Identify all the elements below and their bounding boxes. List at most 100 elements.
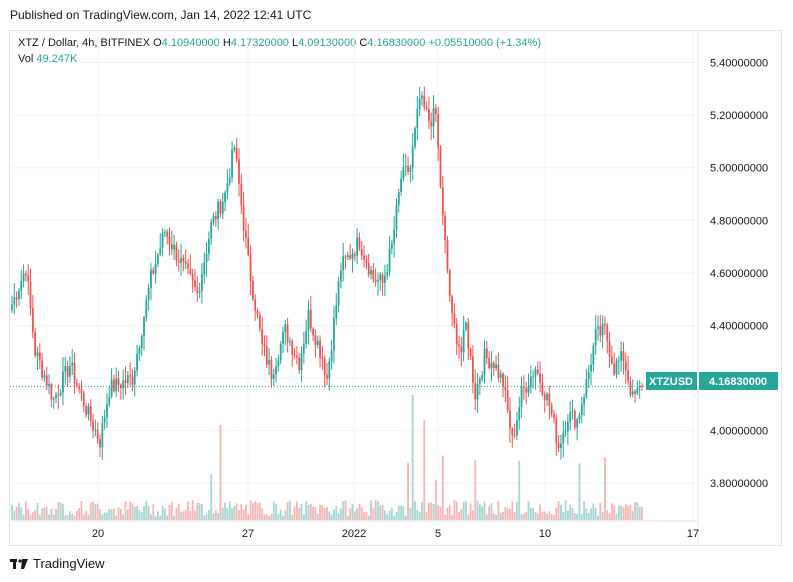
volume-bar bbox=[256, 503, 259, 520]
volume-bar bbox=[94, 504, 97, 520]
candle-body bbox=[245, 230, 247, 238]
volume-bar bbox=[414, 501, 416, 520]
volume-bar bbox=[55, 509, 57, 520]
volume-bar bbox=[101, 514, 104, 520]
candle-body bbox=[62, 371, 64, 393]
volume-bar bbox=[110, 509, 113, 520]
candle-body bbox=[393, 229, 396, 244]
candle-body bbox=[608, 341, 611, 357]
volume-bar bbox=[448, 504, 451, 520]
volume-bar bbox=[349, 508, 352, 520]
candle-body bbox=[388, 248, 391, 272]
volume-bar bbox=[641, 506, 643, 520]
time-tick-label: 2022 bbox=[342, 528, 366, 540]
volume-bar bbox=[293, 506, 296, 520]
volume-bar bbox=[89, 502, 92, 520]
price-tick-label: 5.40000000 bbox=[710, 58, 768, 70]
candle-body bbox=[124, 380, 127, 383]
volume-bar bbox=[309, 503, 312, 520]
candle-body bbox=[476, 384, 479, 400]
candle-body bbox=[349, 255, 352, 259]
volume-bar bbox=[24, 501, 27, 520]
volume-bar bbox=[20, 507, 23, 520]
candle-body bbox=[66, 366, 69, 377]
volume-bar bbox=[550, 514, 553, 520]
volume-bar bbox=[573, 513, 576, 520]
volume-bar bbox=[177, 503, 180, 520]
candle-body bbox=[384, 275, 386, 283]
footer-brand[interactable]: TradingView bbox=[10, 556, 105, 571]
candle-body bbox=[606, 325, 609, 342]
volume-bar bbox=[365, 511, 368, 520]
candle-body bbox=[92, 421, 94, 431]
volume-bar bbox=[363, 512, 365, 520]
volume-bar bbox=[610, 503, 613, 520]
candle-body bbox=[191, 274, 194, 281]
candle-body bbox=[157, 254, 159, 264]
candle-body bbox=[370, 270, 372, 275]
candle-body bbox=[414, 128, 416, 147]
candle-body bbox=[145, 299, 148, 318]
price-tick-label: 3.80000000 bbox=[710, 478, 768, 490]
candle-body bbox=[386, 271, 389, 276]
candle-body bbox=[346, 255, 349, 258]
candle-body bbox=[553, 413, 555, 418]
volume-bar bbox=[41, 508, 44, 520]
candle-body bbox=[541, 382, 544, 395]
candle-body bbox=[291, 341, 294, 355]
candle-body bbox=[50, 384, 53, 400]
candle-body bbox=[377, 280, 379, 282]
volume-bar bbox=[152, 504, 155, 520]
volume-bar bbox=[224, 502, 226, 520]
candle-body bbox=[307, 309, 310, 331]
volume-bar bbox=[499, 512, 502, 520]
volume-bar bbox=[85, 510, 88, 520]
volume-bar bbox=[458, 511, 460, 520]
volume-bar bbox=[539, 504, 541, 520]
volume-bar bbox=[27, 508, 30, 520]
candle-body bbox=[182, 258, 185, 262]
candle-body bbox=[189, 268, 192, 275]
candle-body bbox=[390, 243, 393, 249]
candle-body bbox=[168, 236, 171, 245]
volume-bar bbox=[312, 506, 315, 520]
volume-bar bbox=[497, 500, 500, 520]
volume-bar bbox=[543, 511, 546, 520]
candle-body bbox=[328, 361, 331, 379]
footer-brand-label: TradingView bbox=[33, 556, 105, 571]
candle-body bbox=[580, 404, 583, 415]
symbol-label[interactable]: XTZ / Dollar, 4h, BITFINEX bbox=[18, 37, 151, 49]
candle-body bbox=[140, 336, 143, 349]
open-value: 4.10940000 bbox=[161, 37, 220, 49]
volume-bar bbox=[629, 504, 632, 520]
candle-body bbox=[367, 263, 370, 275]
candle-body bbox=[129, 375, 132, 377]
candle-body bbox=[465, 322, 467, 330]
volume-bar bbox=[277, 514, 280, 520]
candle-body bbox=[11, 304, 13, 310]
volume-bar bbox=[370, 500, 372, 520]
candle-body bbox=[238, 159, 240, 184]
candlestick-chart[interactable]: 5.40000000 5.20000000 5.00000000 4.80000000… bbox=[0, 0, 793, 546]
candle-body bbox=[45, 375, 48, 387]
volume-bar bbox=[291, 514, 294, 520]
volume-bar bbox=[386, 514, 389, 520]
price-tick-label: 4.40000000 bbox=[710, 320, 768, 332]
volume-bar bbox=[138, 509, 141, 520]
candle-body bbox=[254, 299, 257, 311]
volume-bar bbox=[219, 425, 222, 520]
volume-bar bbox=[245, 504, 247, 520]
volume-bar bbox=[472, 510, 474, 520]
price-tick-label: 5.00000000 bbox=[710, 163, 768, 175]
volume-bar bbox=[506, 508, 509, 520]
volume-bar bbox=[372, 508, 375, 520]
volume-bar bbox=[201, 504, 203, 520]
volume-bar bbox=[29, 514, 32, 520]
high-label: H bbox=[222, 37, 231, 49]
candle-body bbox=[326, 374, 328, 379]
price-tag: XTZUSD 4.16830000 bbox=[646, 372, 778, 390]
volume-bar bbox=[562, 512, 565, 520]
volume-bar bbox=[166, 515, 169, 520]
volume-bar bbox=[38, 515, 41, 520]
candle-body bbox=[522, 386, 525, 389]
